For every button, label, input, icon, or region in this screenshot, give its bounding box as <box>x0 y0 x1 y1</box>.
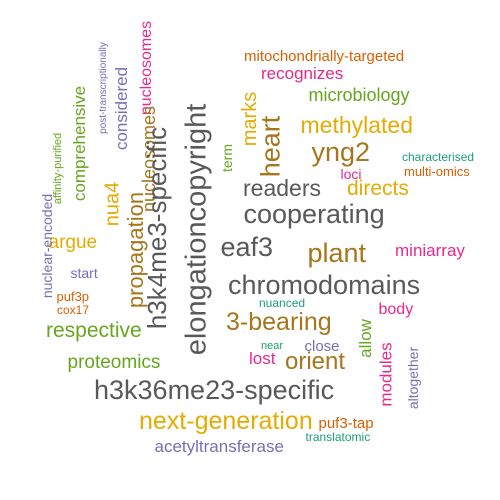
cloud-word-puf3p: puf3p <box>56 288 90 304</box>
cloud-word-nuanced: nuanced <box>259 296 306 310</box>
cloud-word-eaf3: eaf3 <box>220 231 274 262</box>
cloud-word-near: near <box>261 339 284 352</box>
cloud-word-modules: modules <box>376 341 396 407</box>
cloud-word-close: close <box>304 337 340 355</box>
cloud-word-body: body <box>378 301 414 318</box>
cloud-word-term: term <box>219 144 235 172</box>
cloud-word-respective: respective <box>46 318 142 342</box>
cloud-word-recognizes: recognizes <box>261 63 344 83</box>
cloud-word-plant: plant <box>307 237 367 268</box>
cloud-word-lost: lost <box>249 348 276 368</box>
cloud-word-yng2: yng2 <box>311 136 371 167</box>
cloud-word-acetyltransferase: acetyltransferase <box>154 436 284 456</box>
cloud-word-post-transcriptionally: post-transcriptionally <box>97 42 109 134</box>
cloud-word-multi-omics: multi-omics <box>404 163 470 179</box>
cloud-word-altogether: altogether <box>405 346 422 410</box>
cloud-word-methylated: methylated <box>300 111 414 138</box>
cloud-word-cox17: cox17 <box>57 303 90 317</box>
cloud-word-directs: directs <box>347 176 409 200</box>
cloud-word-loci: loci <box>340 166 362 182</box>
cloud-word-argue: argue <box>48 231 98 253</box>
cloud-word-nua4: nua4 <box>100 181 123 227</box>
cloud-word-characterised: characterised <box>402 150 475 164</box>
cloud-word-affinity-purified: affinity-purified <box>51 132 64 204</box>
cloud-word-comprehensive: comprehensive <box>69 85 89 201</box>
cloud-word-start: start <box>70 265 98 281</box>
cloud-word-microbiology: microbiology <box>308 85 410 105</box>
cloud-word-miniarray: miniarray <box>395 240 465 260</box>
cloud-word-h3k36me23-specific: h3k36me23-specific <box>94 374 335 405</box>
cloud-word-proteomics: proteomics <box>67 351 161 373</box>
cloud-word-puf3-tap: puf3-tap <box>318 414 374 432</box>
cloud-word-considered: considered <box>111 66 131 150</box>
cloud-word-cooperating: cooperating <box>243 198 385 229</box>
cloud-word-heart: heart <box>255 115 286 177</box>
cloud-word-next-generation: next-generation <box>139 406 313 435</box>
cloud-word-allow: allow <box>355 318 375 358</box>
cloud-word-readers: readers <box>243 174 321 201</box>
cloud-word-nuclear-encoded: nuclear-encoded <box>39 193 56 299</box>
cloud-word-elongationcopyright: elongationcopyright <box>180 103 213 355</box>
cloud-word-3-bearing: 3-bearing <box>226 307 332 336</box>
cloud-word-translatomic: translatomic <box>305 430 371 444</box>
cloud-word-nucleosomes: nucleosomes <box>138 20 156 116</box>
cloud-word-h3k4me3-specific: h3k4me3-specific <box>142 126 173 330</box>
cloud-word-chromodomains: chromodomains <box>228 269 421 300</box>
cloud-word-mitochondrially-targeted: mitochondrially-targeted <box>244 47 405 65</box>
cloud-word-orient: orient <box>285 348 346 375</box>
